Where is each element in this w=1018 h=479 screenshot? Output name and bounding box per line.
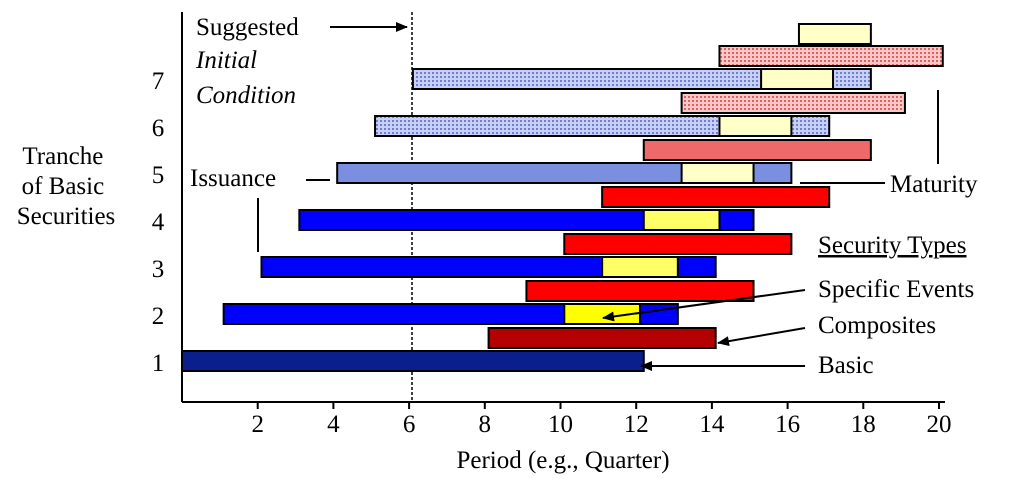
composites-arrow xyxy=(717,327,806,347)
composites-legend-label: Composites xyxy=(818,312,936,339)
basic-security-bar xyxy=(411,68,872,90)
maturity-label: Maturity xyxy=(890,171,978,198)
y-tick-label: 7 xyxy=(152,68,165,95)
security-bars xyxy=(181,23,944,372)
basic-legend-label: Basic xyxy=(818,352,874,379)
x-tick-label: 2 xyxy=(251,411,264,438)
y-axis-title-line-1: Tranche xyxy=(22,143,103,170)
x-tick-label: 6 xyxy=(403,411,416,438)
composite-security-bar xyxy=(642,139,872,161)
composite-security-bar xyxy=(718,45,944,67)
x-axis-title: Period (e.g., Quarter) xyxy=(456,447,669,474)
specific-event-bar xyxy=(718,115,793,137)
basic-security-bar xyxy=(374,115,831,137)
x-tick-label: 12 xyxy=(624,411,649,438)
x-axis-tick-labels: 2 4 6 8 10 12 14 16 18 20 xyxy=(251,402,952,438)
x-tick-label: 4 xyxy=(327,411,340,438)
initial-label: Initial xyxy=(195,47,257,74)
composite-security-bar xyxy=(601,186,831,208)
specific-event-bar xyxy=(760,68,835,90)
basic-security-bar xyxy=(181,350,645,372)
y-axis-title-line-2: of Basic xyxy=(22,173,105,200)
y-axis-title: Tranche of Basic Securities xyxy=(17,143,116,230)
x-tick-label: 8 xyxy=(479,411,492,438)
y-tick-label: 2 xyxy=(152,303,165,330)
y-tick-label: 5 xyxy=(152,162,165,189)
specific-events-legend-label: Specific Events xyxy=(818,276,974,303)
condition-label: Condition xyxy=(196,82,296,109)
composite-security-bar xyxy=(563,233,793,255)
basic-security-bar xyxy=(336,162,793,184)
y-tick-label: 3 xyxy=(152,256,165,283)
y-axis-title-line-3: Securities xyxy=(17,203,116,230)
x-tick-label: 14 xyxy=(699,411,725,438)
y-axis-tick-labels: 1 2 3 4 5 6 7 xyxy=(152,68,165,377)
composite-security-bar xyxy=(525,280,755,302)
x-tick-label: 20 xyxy=(927,411,952,438)
basic-security-bar xyxy=(298,209,755,231)
specific-event-bar xyxy=(680,162,755,184)
specific-event-bar xyxy=(797,23,872,45)
specific-event-bar xyxy=(601,256,679,278)
issuance-label: Issuance xyxy=(190,165,276,192)
y-tick-label: 4 xyxy=(152,209,165,236)
y-tick-label: 6 xyxy=(152,115,165,142)
composite-security-bar xyxy=(680,92,906,114)
x-tick-label: 10 xyxy=(548,411,573,438)
x-tick-label: 18 xyxy=(851,411,876,438)
security-types-heading: Security Types xyxy=(818,232,966,259)
specific-event-bar xyxy=(642,209,721,231)
specific-events-arrow xyxy=(602,289,806,322)
composite-security-bar xyxy=(487,327,717,349)
suggested-label: Suggested xyxy=(196,14,299,41)
x-tick-label: 16 xyxy=(775,411,800,438)
y-tick-label: 1 xyxy=(152,350,165,377)
